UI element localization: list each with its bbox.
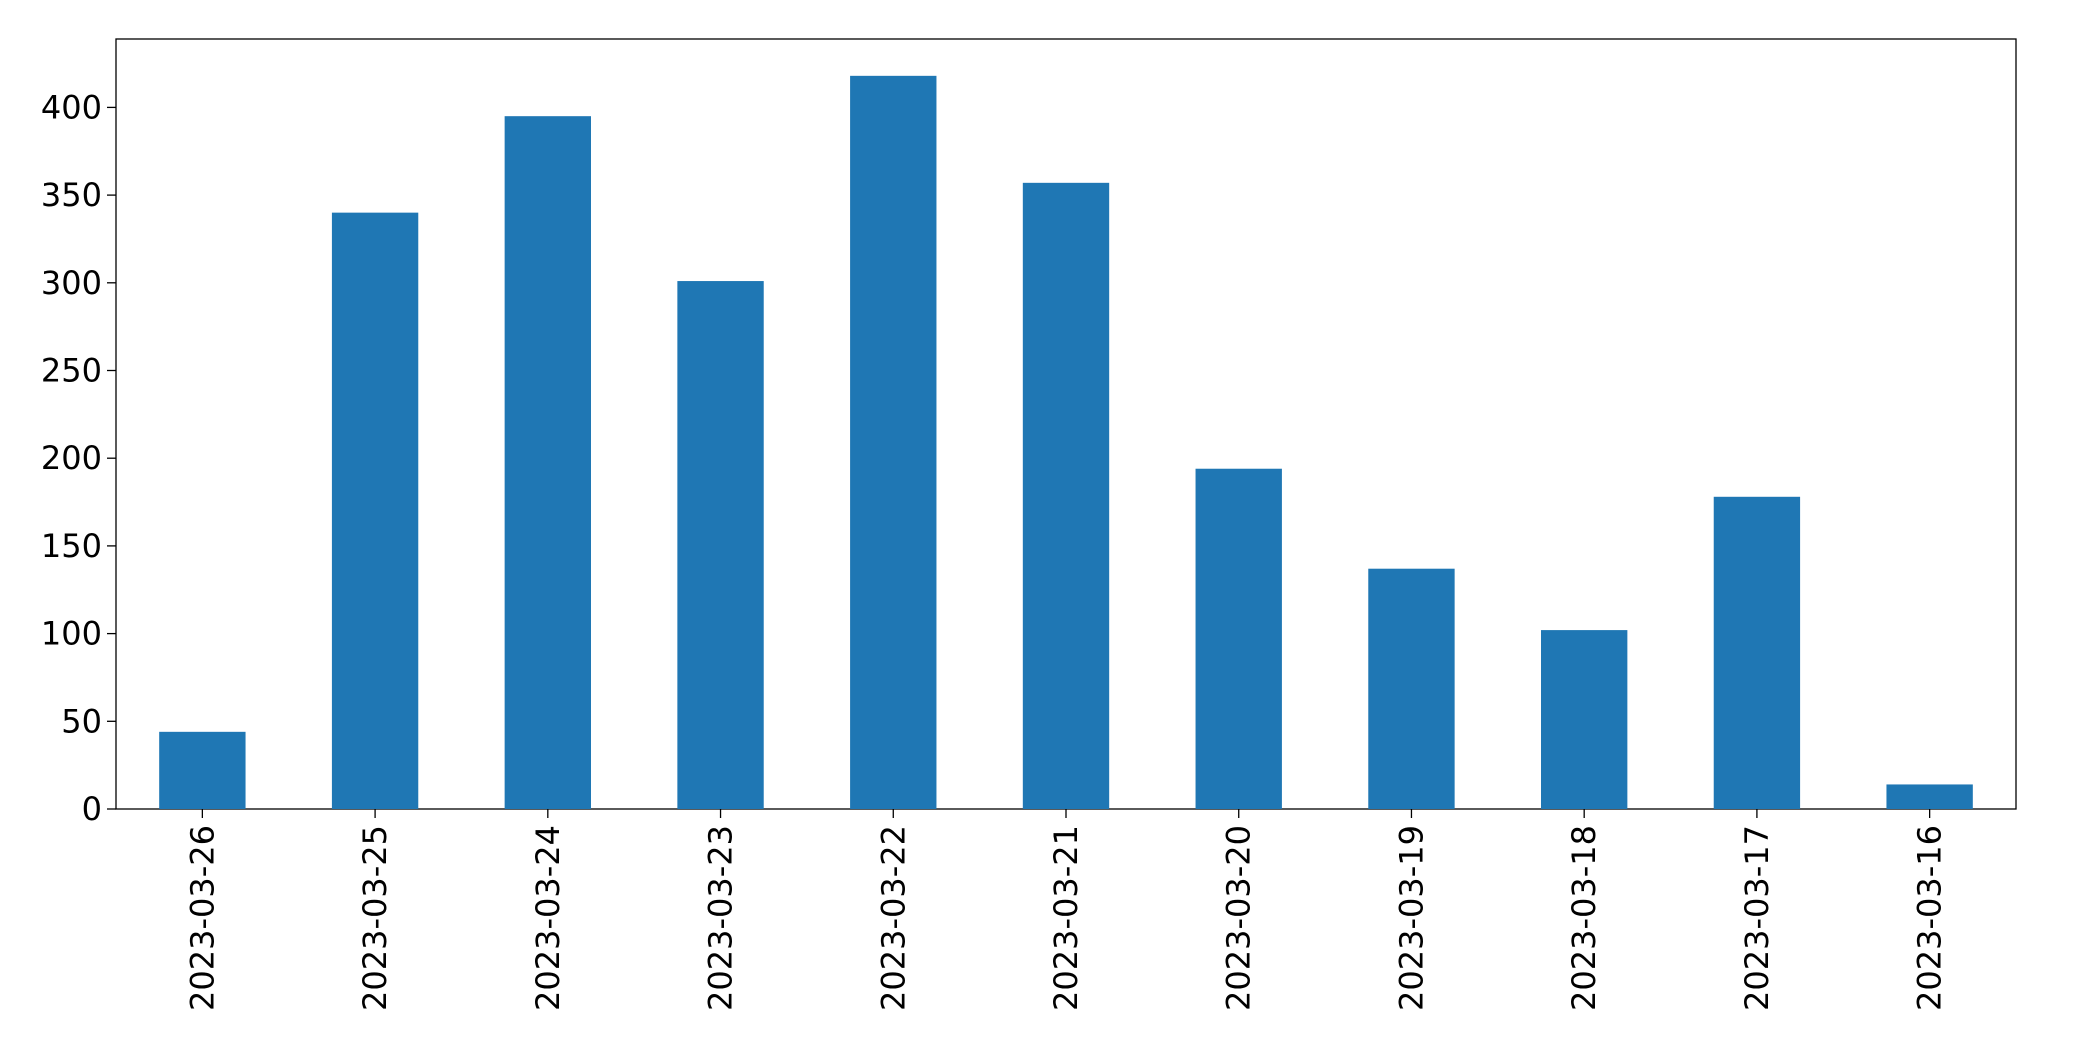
x-tick-label: 2023-03-24 bbox=[529, 825, 567, 1011]
y-tick-label: 50 bbox=[61, 702, 102, 740]
x-tick-label: 2023-03-22 bbox=[874, 825, 912, 1011]
bar bbox=[1541, 630, 1628, 809]
bar bbox=[159, 731, 246, 809]
x-tick-label: 2023-03-20 bbox=[1220, 825, 1258, 1011]
bar bbox=[504, 116, 591, 809]
x-tick-label: 2023-03-21 bbox=[1047, 825, 1085, 1011]
bar bbox=[1022, 182, 1110, 809]
y-tick-label: 300 bbox=[41, 264, 102, 302]
x-tick-label: 2023-03-26 bbox=[183, 825, 221, 1011]
bar bbox=[850, 75, 937, 809]
y-tick-label: 350 bbox=[41, 176, 102, 214]
x-tick-label: 2023-03-16 bbox=[1911, 825, 1949, 1011]
y-tick-label: 250 bbox=[41, 352, 102, 390]
bar bbox=[1195, 468, 1282, 809]
x-tick-label: 2023-03-25 bbox=[356, 825, 394, 1011]
x-tick-label: 2023-03-19 bbox=[1392, 825, 1430, 1011]
x-tick-label: 2023-03-18 bbox=[1565, 825, 1603, 1011]
y-tick-label: 400 bbox=[41, 88, 102, 126]
x-tick-label: 2023-03-23 bbox=[702, 825, 740, 1011]
bar bbox=[1886, 784, 1973, 809]
x-tick-label: 2023-03-17 bbox=[1738, 825, 1776, 1011]
bar bbox=[331, 212, 419, 809]
bar bbox=[677, 281, 764, 809]
bar bbox=[1713, 496, 1801, 809]
y-tick-label: 200 bbox=[41, 439, 102, 477]
y-tick-label: 0 bbox=[82, 790, 102, 828]
y-tick-label: 100 bbox=[41, 615, 102, 653]
y-tick-label: 150 bbox=[41, 527, 102, 565]
bar bbox=[1368, 568, 1455, 809]
